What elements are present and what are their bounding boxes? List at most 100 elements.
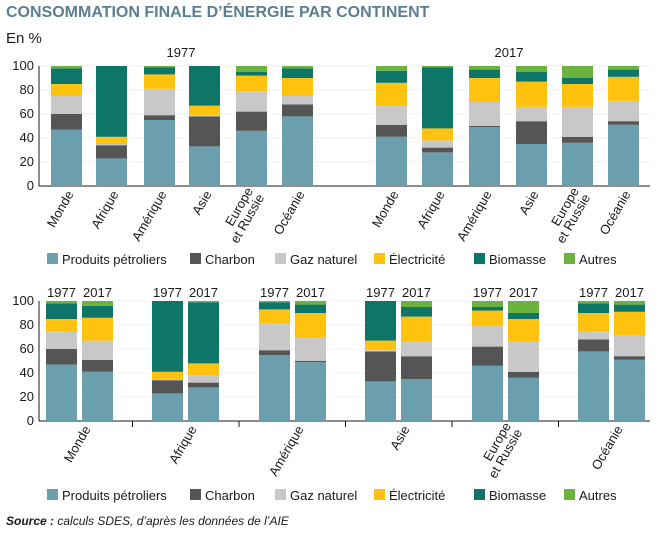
chart2-bar-segment-biomasse	[401, 307, 432, 317]
chart2-bar-segment-electricite	[152, 371, 183, 379]
chart2-legend-swatch-gaz-naturel	[275, 489, 286, 500]
chart2-legend-label-electricite: Électricité	[389, 488, 445, 503]
chart1-bar-segment-electricite	[608, 76, 639, 101]
chart1-bar-segment-charbon	[96, 145, 127, 159]
chart1-bar-segment-produits-petroliers	[236, 130, 267, 186]
chart2-bar-segment-charbon	[472, 346, 503, 366]
chart2-bar-year-label: 1977	[366, 285, 395, 300]
unit-label: En %	[6, 30, 42, 47]
chart1-bar-segment-biomasse	[422, 67, 453, 129]
chart1-bar-segment-electricite	[516, 81, 547, 107]
chart2-bar-segment-charbon	[365, 351, 396, 382]
chart1-legend-swatch-charbon	[190, 253, 201, 264]
chart2-legend-label-gaz-naturel: Gaz naturel	[290, 488, 357, 503]
chart2-bar-segment-gaz-naturel	[46, 331, 77, 349]
chart1-bar-segment-produits-petroliers	[189, 146, 220, 186]
chart2-bar-segment-produits-petroliers	[508, 377, 539, 421]
chart1-bar-segment-electricite	[236, 75, 267, 92]
chart2-bar-segment-biomasse	[472, 307, 503, 311]
chart2-bar-segment-electricite	[614, 311, 645, 336]
chart2-tick-label: 60	[20, 341, 34, 356]
chart2-bar-segment-produits-petroliers	[46, 364, 77, 421]
chart1-category-label: Océanie	[270, 188, 307, 237]
chart2-bar-segment-electricite	[365, 340, 396, 351]
chart2-bar-segment-gaz-naturel	[295, 337, 326, 361]
chart2-bar-segment-produits-petroliers	[365, 381, 396, 421]
chart2-bar-segment-biomasse	[508, 313, 539, 319]
chart2-bar-segment-produits-petroliers	[401, 379, 432, 421]
chart2-category-label: Asie	[387, 423, 413, 452]
chart1-category-label: Afrique	[88, 188, 122, 231]
chart1-bar-segment-gaz-naturel	[144, 88, 175, 116]
chart1-bar-segment-autres	[516, 66, 547, 72]
chart1-bar-segment-gaz-naturel	[422, 140, 453, 148]
chart1-bar-segment-charbon	[422, 147, 453, 153]
chart1-bar-segment-gaz-naturel	[96, 144, 127, 146]
chart1-bar-segment-biomasse	[144, 67, 175, 75]
chart2-tick-label: 20	[20, 389, 34, 404]
chart1-year-label: 2017	[495, 45, 524, 60]
chart1-bar-segment-biomasse	[516, 72, 547, 82]
chart1-tick-label: 100	[12, 58, 34, 73]
chart1-bar-segment-biomasse	[562, 78, 593, 84]
chart2-tick-label: 40	[20, 365, 34, 380]
chart2-bar-segment-gaz-naturel	[152, 379, 183, 381]
chart2-bar-segment-charbon	[295, 361, 326, 363]
chart2-bar-segment-charbon	[578, 339, 609, 352]
chart2-bar-segment-gaz-naturel	[188, 375, 219, 383]
chart2-bar-segment-charbon	[401, 356, 432, 379]
chart2-bar-year-label: 2017	[615, 285, 644, 300]
chart1-bar-segment-charbon	[376, 124, 407, 137]
chart1-category-label: Monde	[44, 188, 77, 230]
chart1-bar-segment-electricite	[422, 128, 453, 141]
chart2-bar-year-label: 1977	[260, 285, 289, 300]
chart2-bar-segment-gaz-naturel	[614, 335, 645, 357]
chart2-bar-segment-charbon	[508, 371, 539, 378]
chart1-category-label: Asie	[189, 188, 215, 217]
chart1-bar-segment-gaz-naturel	[282, 96, 313, 105]
chart1-tick-label: 20	[20, 154, 34, 169]
chart1-bar-segment-produits-petroliers	[608, 124, 639, 186]
chart1-bar-segment-electricite	[144, 74, 175, 89]
chart2-bar-year-label: 2017	[402, 285, 431, 300]
chart1-legend-label-electricite: Électricité	[389, 252, 445, 267]
chart2-legend-swatch-electricite	[374, 489, 385, 500]
chart1-bar-segment-charbon	[51, 114, 82, 130]
chart2-bar-segment-biomasse	[614, 304, 645, 312]
chart1-bar-segment-produits-petroliers	[376, 136, 407, 186]
chart1-bar-segment-autres	[422, 66, 453, 68]
chart1-tick-label: 0	[27, 178, 34, 193]
chart1-bar-segment-electricite	[376, 82, 407, 106]
chart1-bar-segment-produits-petroliers	[516, 144, 547, 186]
chart1-bar-segment-gaz-naturel	[562, 106, 593, 137]
chart2-bar-segment-biomasse	[295, 304, 326, 313]
chart-title: CONSOMMATION FINALE D’ÉNERGIE PAR CONTIN…	[6, 4, 430, 21]
chart1-bar-segment-biomasse	[189, 66, 220, 106]
chart1-legend-label-biomasse: Biomasse	[489, 252, 546, 267]
chart2-tick-label: 0	[27, 413, 34, 428]
chart2-category-label: Afrique	[166, 423, 200, 466]
chart2-bar-segment-autres	[46, 301, 77, 304]
chart1-bar-segment-electricite	[282, 78, 313, 96]
chart1-bar-segment-biomasse	[282, 68, 313, 78]
chart1-bar-segment-electricite	[51, 84, 82, 96]
chart2-bar-segment-electricite	[508, 319, 539, 342]
chart2-bar-segment-charbon	[82, 359, 113, 372]
chart2-bar-segment-biomasse	[82, 305, 113, 318]
chart1-year-label: 1977	[167, 45, 196, 60]
chart2-bar-segment-biomasse	[188, 302, 219, 364]
source-label: Source :	[6, 514, 55, 528]
source-text: calculs SDES, d’après les données de l’A…	[54, 514, 289, 528]
chart2-category-label: Europeet Russie	[474, 420, 525, 481]
chart1-bar-segment-gaz-naturel	[376, 105, 407, 125]
chart2-bar-segment-charbon	[46, 349, 77, 365]
chart1-legend-label-gaz-naturel: Gaz naturel	[290, 252, 357, 267]
chart2-bar-segment-gaz-naturel	[259, 323, 290, 351]
chart2-bar-segment-autres	[614, 301, 645, 305]
chart2-bar-segment-biomasse	[578, 303, 609, 313]
chart1-bar-segment-biomasse	[469, 69, 500, 78]
chart1-bar-segment-gaz-naturel	[516, 106, 547, 122]
chart2-bar-segment-electricite	[82, 317, 113, 341]
chart2-legend-label-produits-petroliers: Produits pétroliers	[62, 488, 167, 503]
chart1-bar-segment-produits-petroliers	[144, 120, 175, 186]
